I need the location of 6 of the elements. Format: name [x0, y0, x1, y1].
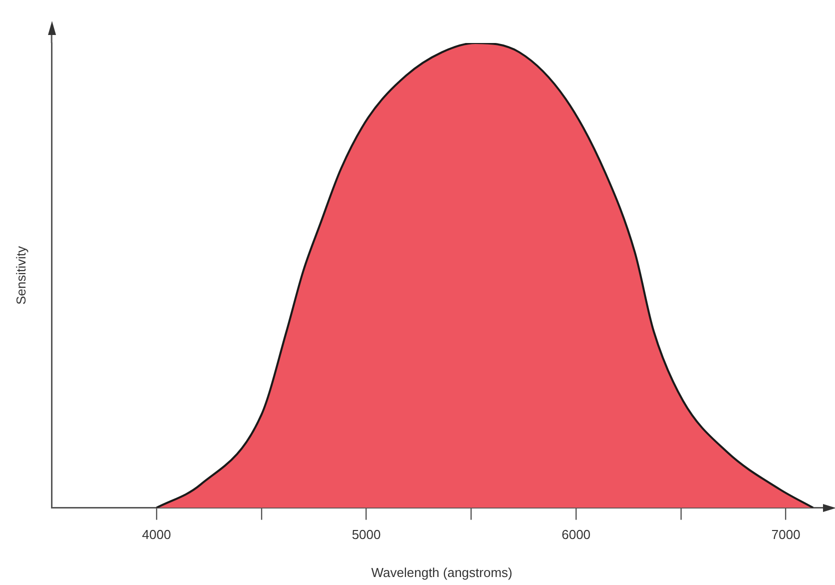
- x-tick-label: 4000: [142, 527, 171, 542]
- y-axis-title: Sensitivity: [13, 246, 28, 305]
- x-tick-label: 5000: [352, 527, 381, 542]
- x-tick-label: 7000: [771, 527, 800, 542]
- x-tick-label: 6000: [562, 527, 591, 542]
- x-axis-title: Wavelength (angstroms): [371, 564, 512, 580]
